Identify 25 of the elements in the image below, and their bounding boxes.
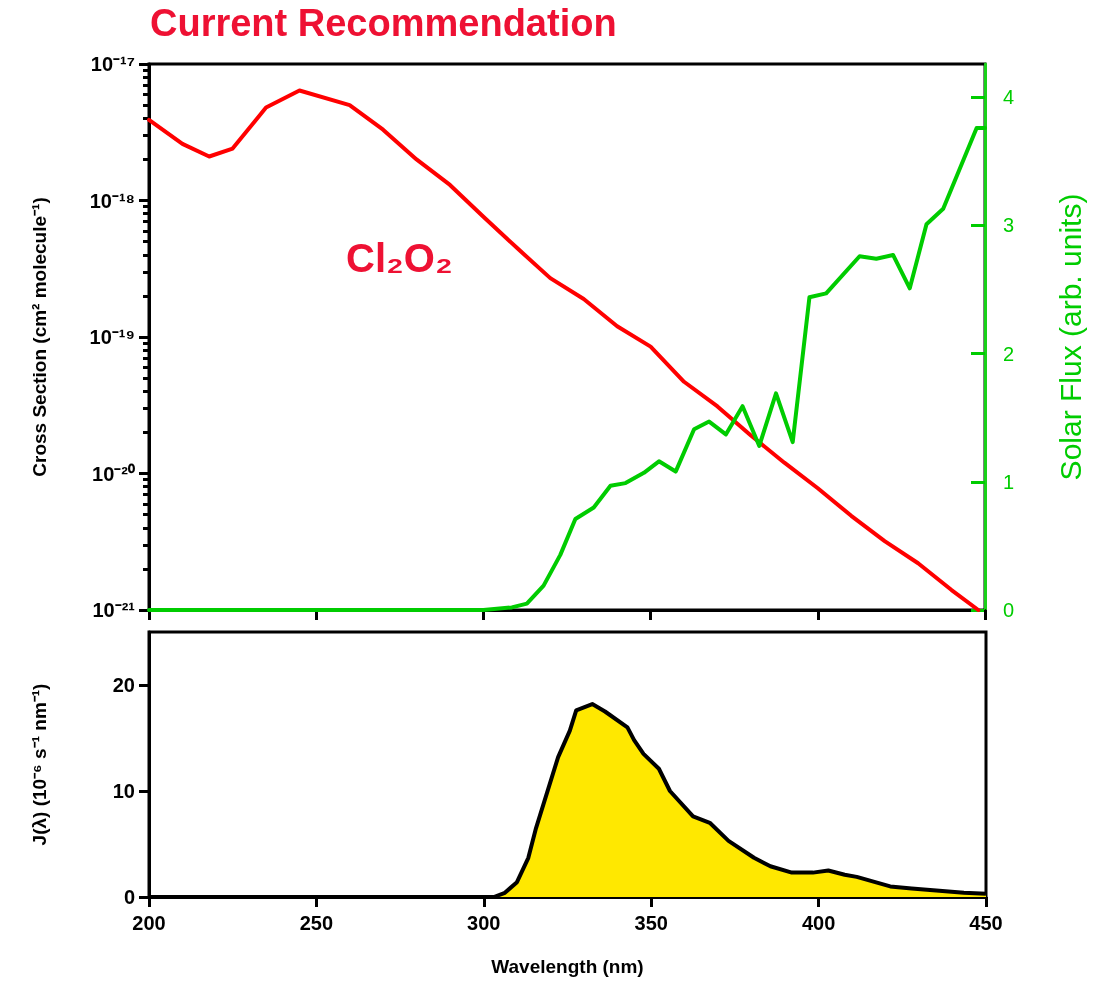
- y2-axis-title: Solar Flux (arb. units): [1053, 193, 1087, 481]
- y2-tick-label: 0: [1003, 599, 1015, 621]
- x-tick-label: 400: [801, 912, 836, 934]
- y-tick-label: 10⁻²⁰: [92, 462, 135, 485]
- x-tick-label: 200: [132, 912, 166, 934]
- y2-tick-label: 3: [1003, 214, 1015, 237]
- chart-title: Current Recommendation: [150, 2, 617, 44]
- y-tick-label: 10⁻¹⁹: [89, 326, 135, 348]
- y-tick-label: 20: [112, 674, 135, 696]
- x-axis-title: Wavelength (nm): [491, 956, 644, 977]
- y-tick-label: 10⁻¹⁸: [89, 189, 135, 212]
- series-label: Cl₂O₂: [346, 236, 453, 280]
- y2-tick-label: 2: [1003, 342, 1015, 365]
- y2-tick-label: 4: [1003, 86, 1015, 109]
- y-tick-label: 10: [112, 780, 135, 802]
- y-tick-label: 0: [123, 886, 135, 908]
- x-tick-label: 450: [969, 912, 1003, 934]
- y-tick-label: 10⁻¹⁷: [90, 53, 135, 75]
- y-tick-label: 10⁻²¹: [92, 599, 136, 621]
- y2-tick-label: 1: [1003, 470, 1015, 493]
- x-tick-label: 300: [467, 912, 501, 934]
- y-axis-title: Cross Section (cm² molecule⁻¹): [29, 197, 50, 477]
- x-tick-label: 350: [634, 912, 668, 934]
- x-tick-label: 250: [299, 912, 334, 934]
- y-axis-title: J(λ) (10⁻⁶ s⁻¹ nm⁻¹): [29, 683, 50, 846]
